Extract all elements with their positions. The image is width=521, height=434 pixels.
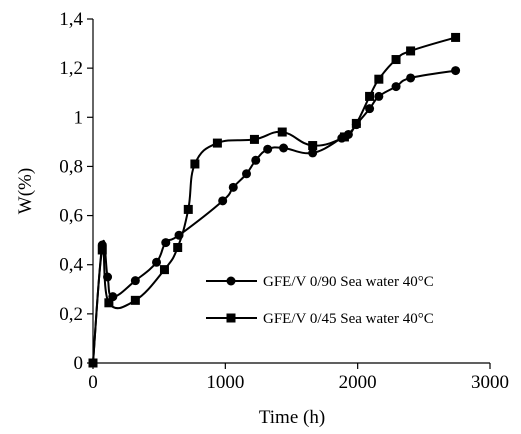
series-1-point (242, 169, 252, 179)
series-2-point (130, 295, 140, 305)
series-1-point (218, 196, 228, 206)
series-1-point (228, 182, 238, 192)
series-1-point (391, 82, 401, 92)
y-tick-label: 0,6 (59, 206, 83, 227)
series-1-point (451, 66, 461, 76)
series-2-point (249, 134, 259, 144)
legend: GFE/V 0/90 Sea water 40°C GFE/V 0/45 Sea… (206, 274, 434, 327)
y-tick-label: 0 (74, 353, 84, 374)
series-1-point (251, 155, 261, 165)
series-1-point (308, 148, 318, 158)
y-tick-label: 1 (74, 107, 84, 128)
series-1-point (263, 144, 273, 154)
legend-item-series-1: GFE/V 0/90 Sea water 40°C (206, 274, 434, 290)
x-tick-label: 2000 (339, 372, 377, 393)
series-2-point (104, 298, 114, 308)
y-tick-label: 1,2 (59, 58, 83, 79)
y-tick-label: 1,4 (59, 9, 83, 30)
series-1-point (365, 104, 375, 114)
x-tick-label: 3000 (471, 372, 509, 393)
x-tick-label: 0 (88, 372, 98, 393)
series-2-point (183, 204, 193, 214)
series-2-point (391, 55, 401, 65)
x-tick-label: 1000 (206, 372, 244, 393)
legend-marker-series-1 (226, 276, 236, 286)
series-1-point (406, 73, 416, 83)
series-1-point (161, 238, 171, 248)
legend-item-series-2: GFE/V 0/45 Sea water 40°C (206, 311, 434, 327)
legend-marker-series-2 (226, 313, 236, 323)
y-tick-label: 0,8 (59, 156, 83, 177)
x-axis-title: Time (h) (259, 407, 325, 428)
series-2-point (308, 141, 318, 151)
series-2-point (159, 265, 169, 275)
series-1-point (152, 257, 162, 267)
series-1-point (374, 91, 384, 101)
legend-label-series-1: GFE/V 0/90 Sea water 40°C (263, 274, 434, 290)
series-2-point (406, 46, 416, 56)
series-2-point (212, 138, 222, 148)
series-2-point (451, 32, 461, 42)
y-tick-label: 0,2 (59, 304, 83, 325)
legend-label-series-2: GFE/V 0/45 Sea water 40°C (263, 311, 434, 327)
y-axis-title: W(%) (15, 168, 36, 214)
series-2-point (365, 91, 375, 101)
series-2-point (351, 118, 361, 128)
series-2-point (173, 243, 183, 253)
series-2-point (339, 132, 349, 142)
series-2 (88, 32, 461, 368)
series-1-point (279, 143, 289, 153)
series-2-point (374, 74, 384, 84)
series-2-point (190, 159, 200, 169)
series-1-point (130, 276, 140, 286)
series-2-point (277, 127, 287, 137)
series-2-point (97, 245, 107, 255)
y-tick-label: 0,4 (59, 255, 83, 276)
